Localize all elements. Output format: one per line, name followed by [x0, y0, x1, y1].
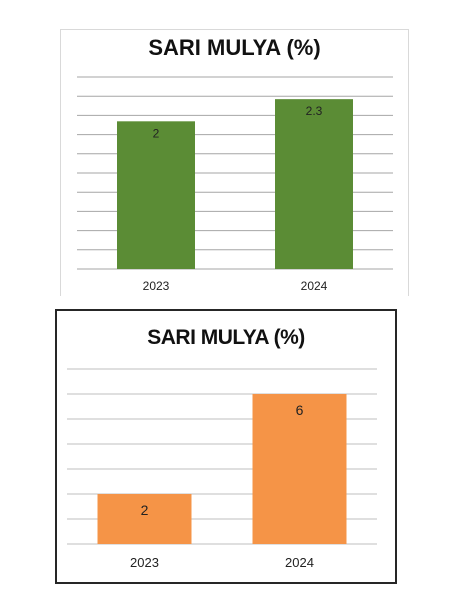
bar-2024 — [275, 99, 353, 270]
chart-title: SARI MULYA (%) — [147, 326, 305, 349]
data-label: 2 — [153, 126, 160, 140]
data-label: 2.3 — [306, 104, 323, 118]
data-label: 6 — [296, 402, 304, 418]
x-tick-label: 2024 — [285, 555, 314, 570]
x-tick-label: 2024 — [301, 279, 328, 293]
data-label: 2 — [141, 502, 149, 518]
bar-2024 — [252, 394, 347, 544]
chart-panel-bottom: SARI MULYA (%) 2 2023 6 2024 — [55, 309, 397, 584]
chart-title: SARI MULYA (%) — [148, 35, 321, 60]
chart-panel-top: SARI MULYA (%) 2 2023 2.3 2024 — [60, 29, 409, 296]
x-tick-label: 2023 — [130, 555, 159, 570]
bar-chart-bottom: 2 2023 6 2024 — [67, 368, 377, 570]
bar-2023 — [97, 494, 192, 544]
bar-chart-top: 2 2023 2.3 2024 — [77, 76, 393, 293]
x-tick-label: 2023 — [143, 279, 170, 293]
bar-2023 — [117, 121, 195, 269]
